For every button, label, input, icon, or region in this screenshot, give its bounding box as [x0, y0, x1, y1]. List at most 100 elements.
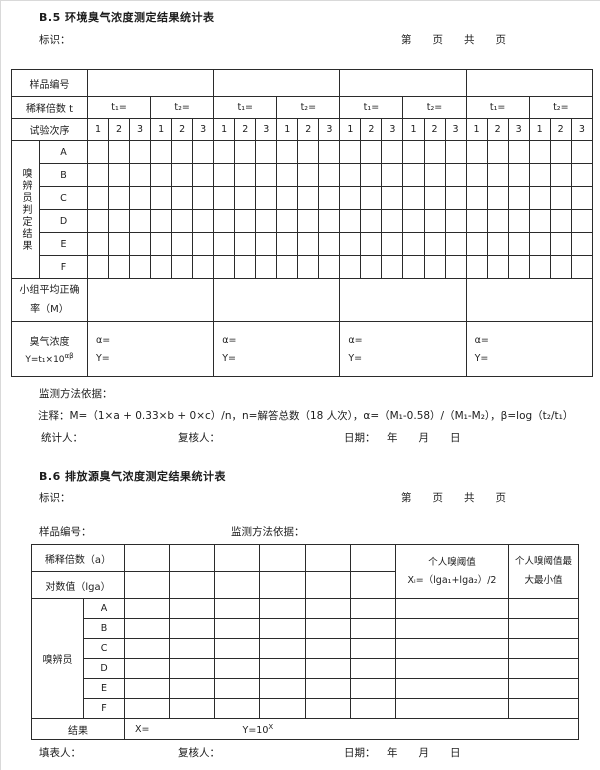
- grid-cell: [549, 232, 572, 256]
- panelist-row: F: [32, 698, 579, 719]
- personal-threshold-cell: 个人嗅阈值 Xᵢ=（lga₁+lga₂）/2: [395, 544, 509, 599]
- grid-cell: [150, 255, 173, 279]
- filler-label: 填表人：: [39, 747, 81, 759]
- panelist-row: B: [12, 163, 594, 187]
- grid-cell: [381, 163, 404, 187]
- grid-cell: [214, 658, 261, 679]
- b5-id-label: 标识：: [39, 34, 71, 46]
- b6-sign-row: 填表人： 复核人： 日期： 年 月 日: [1, 745, 600, 761]
- grid-cell: [339, 163, 362, 187]
- panelist-row: C: [32, 638, 579, 659]
- log-value-label: 对数值（lga）: [30, 571, 126, 599]
- sample-no-row: 样品编号: [11, 69, 594, 97]
- grid-cell: [507, 255, 530, 279]
- panelist-letter: E: [82, 678, 126, 699]
- grid-cell: [570, 163, 594, 187]
- panelist-letter: D: [39, 209, 88, 233]
- grid-cell: [508, 638, 579, 659]
- panelist-row: E: [12, 232, 594, 256]
- trial-order-cell: 3: [255, 118, 278, 141]
- grid-cell: [395, 698, 509, 719]
- odor-label-cell: 臭气浓度 Y=t₁×10αβ: [11, 321, 88, 377]
- grid-cell: [423, 163, 446, 187]
- y-prompt: Y=: [96, 352, 110, 364]
- grid-cell: [402, 209, 425, 233]
- grid-cell: [304, 544, 351, 572]
- grid-cell: [192, 140, 215, 164]
- grid-cell: [349, 678, 397, 699]
- trial-order-cell: 2: [234, 118, 257, 141]
- t1-cell: t₁=: [213, 96, 278, 119]
- grid-cell: [349, 658, 397, 679]
- date-label: 日期：: [344, 747, 376, 759]
- grid-cell: [465, 69, 594, 97]
- grid-cell: [124, 618, 171, 639]
- trial-order-cell: 2: [171, 118, 194, 141]
- grid-cell: [129, 163, 152, 187]
- grid-cell: [86, 69, 215, 97]
- grid-cell: [402, 186, 425, 210]
- t1-cell: t₁=: [339, 96, 404, 119]
- panelist-letter: C: [39, 186, 88, 210]
- grid-cell: [108, 255, 131, 279]
- trial-order-cell: 3: [381, 118, 404, 141]
- grid-cell: [349, 698, 397, 719]
- date-ymd: 年 月 日: [387, 432, 461, 444]
- grid-cell: [507, 140, 530, 164]
- grid-cell: [381, 209, 404, 233]
- grid-cell: [402, 255, 425, 279]
- grid-cell: [444, 140, 467, 164]
- grid-cell: [444, 209, 467, 233]
- grid-cell: [213, 186, 236, 210]
- grid-cell: [570, 209, 594, 233]
- grid-cell: [255, 232, 278, 256]
- grid-cell: [304, 571, 351, 599]
- grid-cell: [86, 232, 110, 256]
- alpha-prompt: α=: [96, 334, 111, 346]
- trial-order-label: 试验次序: [11, 118, 88, 141]
- reviewer-label: 复核人：: [178, 747, 220, 759]
- avg-rate-row: 小组平均正确率（M）: [11, 278, 594, 322]
- odor-result-cell: α= Y=: [339, 321, 467, 377]
- grid-cell: [549, 140, 572, 164]
- grid-cell: [360, 255, 383, 279]
- grid-cell: [214, 571, 261, 599]
- grid-cell: [402, 232, 425, 256]
- grid-cell: [124, 698, 171, 719]
- grid-cell: [360, 186, 383, 210]
- y-prompt: Y=: [222, 352, 236, 364]
- grid-cell: [171, 163, 194, 187]
- grid-cell: [192, 163, 215, 187]
- result-cell: X= Y=10X: [124, 718, 579, 740]
- trial-order-cell: 1: [339, 118, 362, 141]
- grid-cell: [259, 658, 306, 679]
- grid-cell: [381, 186, 404, 210]
- alpha-prompt: α=: [222, 334, 237, 346]
- b5-table: 样品编号 稀释倍数 t t₁= t₂= t₁= t₂= t₁= t₂= t₁= …: [11, 69, 594, 377]
- grid-cell: [297, 186, 320, 210]
- trial-order-cell: 3: [570, 118, 594, 141]
- grid-cell: [304, 618, 351, 639]
- grid-cell: [395, 618, 509, 639]
- grid-cell: [259, 618, 306, 639]
- panelist-row: D: [12, 209, 594, 233]
- grid-cell: [528, 209, 551, 233]
- panelist-letter: E: [39, 232, 88, 256]
- trial-order-cell: 3: [507, 118, 530, 141]
- grid-cell: [444, 255, 467, 279]
- grid-cell: [486, 186, 509, 210]
- grid-cell: [304, 638, 351, 659]
- grid-cell: [395, 658, 509, 679]
- grid-cell: [169, 618, 216, 639]
- b6-heading: B.6 排放源臭气浓度测定结果统计表: [39, 470, 227, 483]
- avg-rate-label: 小组平均正确率（M）: [11, 278, 88, 322]
- grid-cell: [528, 140, 551, 164]
- grid-cell: [213, 69, 341, 97]
- grid-cell: [304, 598, 351, 619]
- grid-cell: [129, 186, 152, 210]
- panelist-row: C: [12, 186, 594, 210]
- grid-cell: [259, 638, 306, 659]
- grid-cell: [150, 209, 173, 233]
- grid-cell: [360, 140, 383, 164]
- b6-sample-no-label: 样品编号：: [39, 526, 92, 538]
